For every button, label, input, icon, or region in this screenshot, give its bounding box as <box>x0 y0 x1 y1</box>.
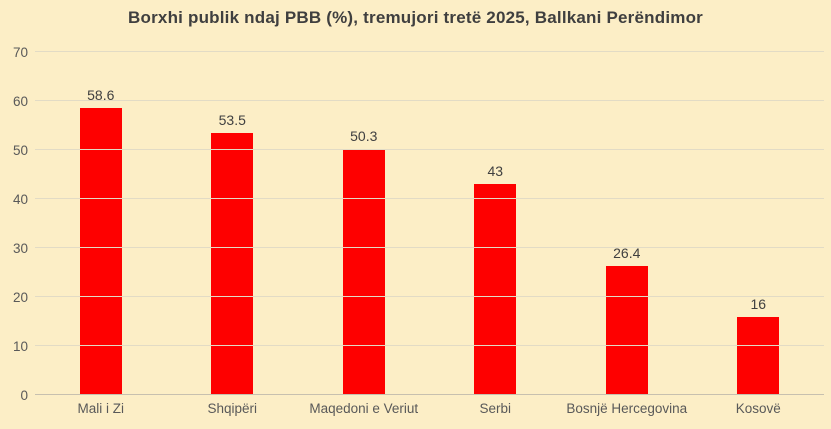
x-axis-line <box>35 394 824 395</box>
gridline <box>35 296 824 297</box>
value-label: 16 <box>750 295 767 312</box>
bars-container: 58.6 53.5 50.3 43 26.4 16 <box>35 52 824 395</box>
bar-4 <box>474 184 517 395</box>
y-tick-label: 50 <box>12 142 28 158</box>
bar-3 <box>342 148 385 395</box>
y-tick-label: 20 <box>12 289 28 305</box>
value-label: 50.3 <box>350 127 378 144</box>
y-tick-label: 0 <box>20 387 28 403</box>
bar-slot: 53.5 <box>167 52 299 395</box>
x-tick-label: Mali i Zi <box>77 401 125 416</box>
bar-slot: 43 <box>430 52 562 395</box>
x-tick-label: Bosnjë Hercegovina <box>566 401 688 416</box>
y-tick-label: 30 <box>12 240 28 256</box>
y-tick-label: 40 <box>12 191 28 207</box>
gridline <box>35 149 824 150</box>
value-label: 53.5 <box>218 111 246 128</box>
y-tick-label: 10 <box>12 338 28 354</box>
bar-slot: 58.6 <box>35 52 167 395</box>
gridline <box>35 345 824 346</box>
value-label: 58.6 <box>87 86 115 103</box>
value-label: 26.4 <box>613 244 641 261</box>
x-tick-label: Serbi <box>479 401 511 416</box>
plot-area: 58.6 53.5 50.3 43 26.4 16 <box>35 51 824 395</box>
bar-slot: 26.4 <box>561 52 693 395</box>
x-tick-label: Kosovë <box>735 401 781 416</box>
gridline <box>35 247 824 248</box>
y-tick-label: 70 <box>12 44 28 60</box>
chart-title: Borxhi publik ndaj PBB (%), tremujori tr… <box>128 8 703 27</box>
bar-2 <box>211 132 254 395</box>
y-tick-label: 60 <box>12 93 28 109</box>
x-tick-label: Maqedoni e Veriut <box>309 401 419 416</box>
value-label: 43 <box>487 163 504 180</box>
bar-5 <box>605 265 648 395</box>
y-axis: 0 10 20 30 40 50 60 70 <box>0 45 28 401</box>
gridline <box>35 198 824 199</box>
bar-slot: 16 <box>693 52 825 395</box>
bar-slot: 50.3 <box>298 52 430 395</box>
gridline <box>35 100 824 101</box>
x-tick-label: Shqipëri <box>207 401 258 416</box>
bar-6 <box>737 316 780 395</box>
x-axis: Mali i Zi Shqipëri Maqedoni e Veriut Serbi B… <box>35 401 824 417</box>
bar-1 <box>79 107 122 395</box>
gridline <box>35 51 824 52</box>
